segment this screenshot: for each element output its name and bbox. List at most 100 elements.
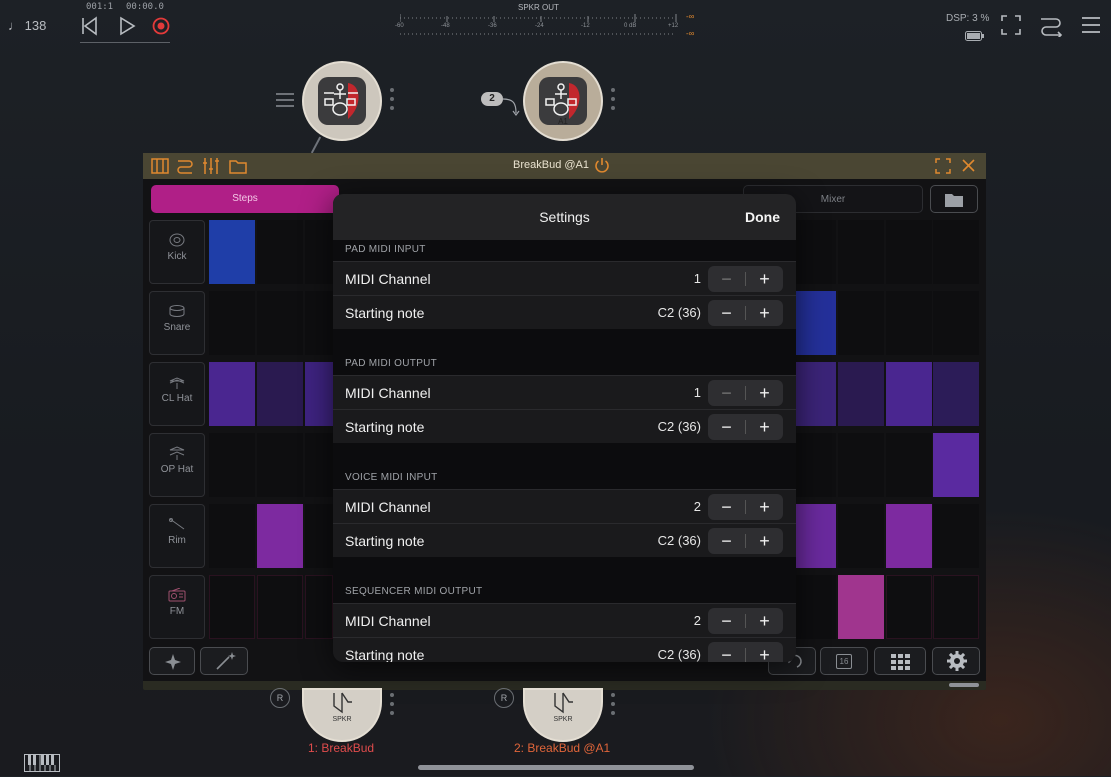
track-label-rim[interactable]: Rim bbox=[149, 504, 205, 568]
settings-button[interactable] bbox=[932, 647, 980, 675]
track-label-snare[interactable]: Snare bbox=[149, 291, 205, 355]
play-button[interactable] bbox=[117, 15, 137, 37]
step-cell[interactable] bbox=[209, 433, 255, 497]
step-cell[interactable] bbox=[933, 291, 979, 355]
step-cell[interactable] bbox=[933, 220, 979, 284]
plugin-node-breakbud[interactable] bbox=[304, 63, 380, 139]
step-cell[interactable] bbox=[933, 504, 979, 568]
output-node-speaker-1[interactable]: SPKR bbox=[304, 690, 380, 740]
step-cell[interactable] bbox=[838, 362, 884, 426]
step-cell[interactable] bbox=[257, 504, 303, 568]
decrement-button[interactable]: − bbox=[721, 497, 732, 517]
step-cell[interactable] bbox=[257, 362, 303, 426]
note-stepper[interactable]: − + bbox=[708, 528, 783, 554]
increment-button[interactable]: + bbox=[759, 269, 770, 289]
step-cell[interactable] bbox=[838, 575, 884, 639]
step-cell[interactable] bbox=[305, 433, 333, 497]
decrement-button[interactable]: − bbox=[721, 383, 732, 403]
decrement-button[interactable]: − bbox=[721, 303, 732, 323]
increment-button[interactable]: + bbox=[759, 303, 770, 323]
tab-steps[interactable]: Steps bbox=[151, 185, 339, 213]
node-handle[interactable] bbox=[276, 91, 294, 114]
record-arm-button[interactable]: R bbox=[494, 688, 514, 708]
note-stepper[interactable]: − + bbox=[708, 300, 783, 326]
channel-stepper[interactable]: − + bbox=[708, 494, 783, 520]
menu-button[interactable] bbox=[1080, 14, 1102, 41]
step-cell[interactable] bbox=[886, 504, 932, 568]
step-cell[interactable] bbox=[886, 291, 932, 355]
step-cell[interactable] bbox=[209, 220, 255, 284]
record-arm-button[interactable]: R bbox=[270, 688, 290, 708]
increment-button[interactable]: + bbox=[759, 497, 770, 517]
step-cell[interactable] bbox=[886, 220, 932, 284]
routing-icon[interactable] bbox=[176, 157, 194, 180]
step-cell[interactable] bbox=[796, 291, 836, 355]
step-cell[interactable] bbox=[257, 291, 303, 355]
channel-stepper[interactable]: − + bbox=[708, 380, 783, 406]
track-label-fm[interactable]: FM bbox=[149, 575, 205, 639]
decrement-button[interactable]: − bbox=[721, 417, 732, 437]
steps-count-button[interactable]: 16 bbox=[820, 647, 868, 675]
resize-handle[interactable] bbox=[949, 683, 979, 687]
step-cell[interactable] bbox=[305, 291, 333, 355]
node-port-dots[interactable] bbox=[611, 88, 615, 115]
step-cell[interactable] bbox=[257, 575, 303, 639]
window-titlebar[interactable]: BreakBud @A1 bbox=[143, 153, 986, 179]
plugin-node-breakbud-a1[interactable]: A1 bbox=[525, 63, 601, 139]
step-cell[interactable] bbox=[796, 220, 836, 284]
step-cell[interactable] bbox=[796, 433, 836, 497]
record-button[interactable] bbox=[151, 15, 171, 37]
note-stepper[interactable]: − + bbox=[708, 414, 783, 440]
step-cell[interactable] bbox=[257, 220, 303, 284]
piano-keyboard-button[interactable] bbox=[24, 754, 60, 777]
step-cell[interactable] bbox=[886, 362, 932, 426]
folder-icon[interactable] bbox=[229, 158, 247, 179]
fullscreen-button[interactable] bbox=[1000, 14, 1022, 41]
tempo-display[interactable]: ♩ 138 bbox=[8, 18, 47, 33]
increment-button[interactable]: + bbox=[759, 611, 770, 631]
step-cell[interactable] bbox=[209, 575, 255, 639]
track-label-cl-hat[interactable]: CL Hat bbox=[149, 362, 205, 426]
channel-stepper[interactable]: − + bbox=[708, 266, 783, 292]
close-button[interactable] bbox=[961, 158, 976, 178]
sparkle-button[interactable] bbox=[149, 647, 195, 675]
step-cell[interactable] bbox=[886, 433, 932, 497]
grid-button[interactable] bbox=[874, 647, 926, 675]
decrement-button[interactable]: − bbox=[721, 645, 732, 662]
magic-wand-button[interactable] bbox=[200, 647, 248, 675]
step-cell[interactable] bbox=[933, 575, 979, 639]
step-cell[interactable] bbox=[305, 362, 333, 426]
power-icon[interactable] bbox=[594, 157, 610, 179]
step-cell[interactable] bbox=[933, 362, 979, 426]
step-cell[interactable] bbox=[796, 575, 836, 639]
node-port-dots[interactable] bbox=[611, 693, 615, 720]
decrement-button[interactable]: − bbox=[721, 531, 732, 551]
increment-button[interactable]: + bbox=[759, 383, 770, 403]
increment-button[interactable]: + bbox=[759, 645, 770, 662]
step-cell[interactable] bbox=[209, 291, 255, 355]
step-cell[interactable] bbox=[886, 575, 932, 639]
mixer-sliders-icon[interactable] bbox=[202, 157, 220, 180]
output-node-speaker-2[interactable]: SPKR bbox=[525, 690, 601, 740]
note-stepper[interactable]: − + bbox=[708, 642, 783, 662]
decrement-button[interactable]: − bbox=[721, 611, 732, 631]
done-button[interactable]: Done bbox=[745, 209, 780, 225]
node-port-dots[interactable] bbox=[390, 693, 394, 720]
step-cell[interactable] bbox=[305, 220, 333, 284]
step-cell[interactable] bbox=[838, 433, 884, 497]
step-cell[interactable] bbox=[838, 504, 884, 568]
step-cell[interactable] bbox=[305, 504, 333, 568]
step-cell[interactable] bbox=[796, 362, 836, 426]
step-cell[interactable] bbox=[838, 220, 884, 284]
increment-button[interactable]: + bbox=[759, 531, 770, 551]
routing-button[interactable] bbox=[1038, 13, 1064, 42]
step-cell[interactable] bbox=[257, 433, 303, 497]
step-cell[interactable] bbox=[209, 362, 255, 426]
rewind-button[interactable] bbox=[80, 15, 100, 37]
keyboard-icon[interactable] bbox=[151, 158, 169, 179]
step-cell[interactable] bbox=[209, 504, 255, 568]
decrement-button[interactable]: − bbox=[721, 269, 732, 289]
node-port-dots[interactable] bbox=[390, 88, 394, 115]
step-cell[interactable] bbox=[796, 504, 836, 568]
step-cell[interactable] bbox=[305, 575, 333, 639]
